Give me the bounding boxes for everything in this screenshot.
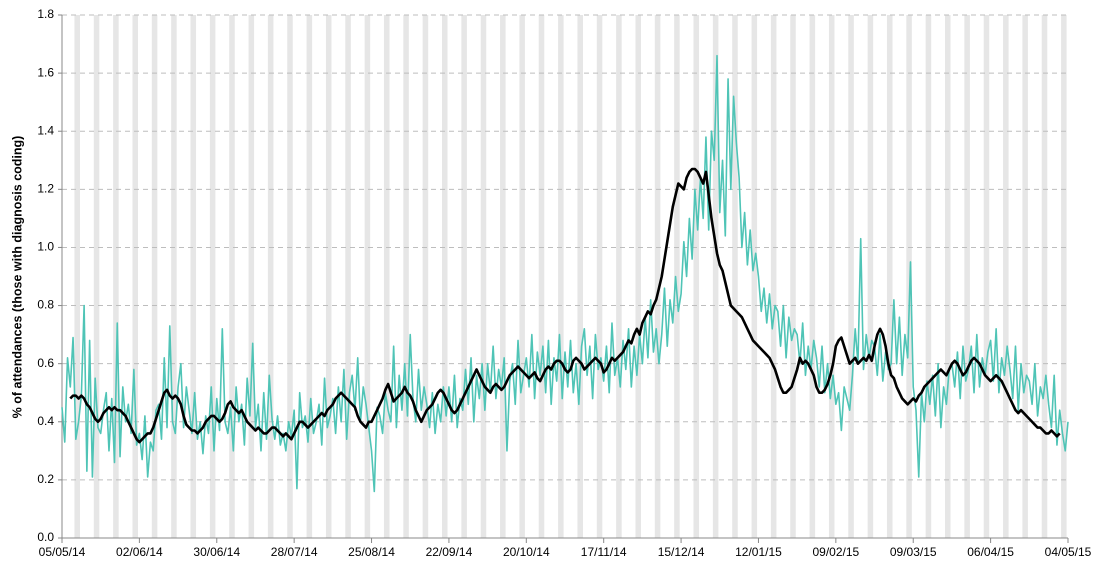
weekend-band <box>983 15 990 538</box>
weekend-band <box>577 15 583 538</box>
weekend-band <box>945 15 951 538</box>
weekend-band <box>500 15 506 538</box>
y-tick-label: 1.8 <box>37 7 54 21</box>
y-tick-label: 1.2 <box>37 182 54 196</box>
weekend-band <box>558 15 564 538</box>
x-tick-label: 25/08/14 <box>348 545 395 559</box>
weekend-band <box>693 15 700 538</box>
weekend-band <box>345 15 351 538</box>
weekend-band <box>190 15 197 538</box>
weekend-band <box>867 15 874 538</box>
y-tick-label: 0.0 <box>37 530 54 544</box>
y-tick-label: 0.6 <box>37 356 54 370</box>
weekend-band <box>790 15 796 538</box>
series-line <box>61 54 1069 493</box>
y-tick-label: 0.2 <box>37 472 54 486</box>
x-tick-label: 20/10/14 <box>503 545 550 559</box>
x-tick-label: 02/06/14 <box>116 545 163 559</box>
y-tick-label: 0.8 <box>37 298 54 312</box>
x-tick-label: 17/11/14 <box>581 545 627 559</box>
y-tick-label: 0.4 <box>37 414 54 428</box>
x-tick-label: 22/09/14 <box>426 545 473 559</box>
weekend-band <box>364 15 371 538</box>
weekend-band <box>712 15 719 538</box>
weekend-band <box>461 15 467 538</box>
weekend-band <box>422 15 429 538</box>
weekend-band <box>267 15 274 538</box>
x-tick-label: 15/12/14 <box>658 545 705 559</box>
y-tick-label: 1.6 <box>37 65 54 79</box>
weekend-band <box>828 15 835 538</box>
weekend-band <box>403 15 409 538</box>
weekend-band <box>93 15 100 538</box>
weekend-band <box>751 15 758 538</box>
weekend-band <box>229 15 235 538</box>
weekend-band <box>654 15 661 538</box>
weekend-band <box>1041 15 1048 538</box>
weekend-band <box>674 15 680 538</box>
x-tick-label: 06/04/15 <box>967 545 1014 559</box>
x-tick-label: 09/02/15 <box>812 545 859 559</box>
weekend-band <box>635 15 642 538</box>
weekend-band <box>886 15 893 538</box>
series-line <box>69 167 1061 444</box>
weekend-band <box>848 15 854 538</box>
weekend-band <box>383 15 390 538</box>
weekend-band <box>519 15 525 538</box>
weekend-band <box>732 15 738 538</box>
x-tick-label: 05/05/14 <box>39 545 86 559</box>
weekend-band <box>809 15 816 538</box>
weekend-band <box>538 15 545 538</box>
weekend-band <box>596 15 603 538</box>
weekend-band <box>209 15 216 538</box>
weekend-band <box>151 15 158 538</box>
weekend-band <box>442 15 448 538</box>
weekend-band <box>1022 15 1028 538</box>
weekend-band <box>906 15 912 538</box>
weekend-band <box>306 15 313 538</box>
weekend-band <box>287 15 293 538</box>
weekend-band <box>480 15 487 538</box>
x-tick-label: 28/07/14 <box>271 545 318 559</box>
weekend-band <box>171 15 177 538</box>
weekend-band <box>964 15 970 538</box>
weekend-band <box>616 15 622 538</box>
x-tick-label: 09/03/15 <box>890 545 937 559</box>
weekend-band <box>1061 15 1067 538</box>
weekend-band <box>74 15 80 538</box>
x-tick-label: 04/05/15 <box>1045 545 1092 559</box>
y-tick-label: 1.0 <box>37 240 54 254</box>
weekend-band <box>925 15 932 538</box>
y-axis-label: % of attendances (those with diagnosis c… <box>10 136 24 419</box>
weekend-band <box>770 15 777 538</box>
weekend-band <box>132 15 139 538</box>
weekend-band <box>1003 15 1009 538</box>
y-tick-label: 1.4 <box>37 123 54 137</box>
weekend-band <box>248 15 255 538</box>
x-tick-label: 30/06/14 <box>193 545 240 559</box>
x-tick-label: 12/01/15 <box>735 545 782 559</box>
weekend-band <box>113 15 119 538</box>
weekend-band <box>325 15 332 538</box>
